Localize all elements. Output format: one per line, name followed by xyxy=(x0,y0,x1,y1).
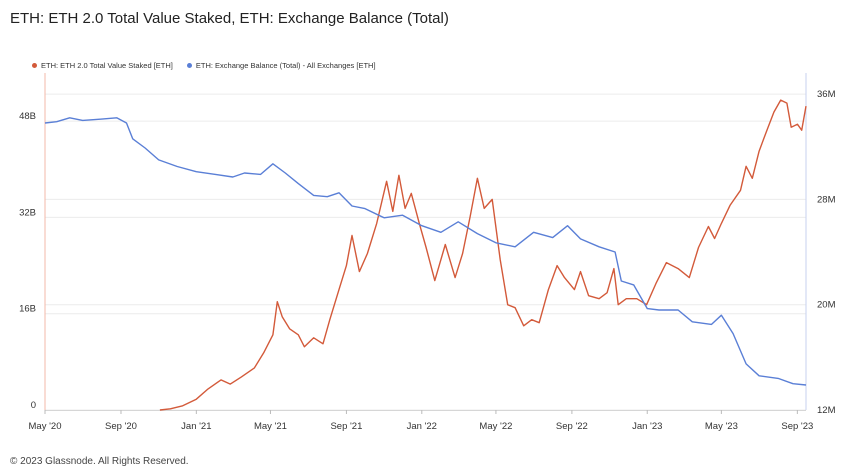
x-tick-label: Sep '22 xyxy=(556,421,588,432)
y-left-tick-label: 32B xyxy=(19,207,36,218)
x-tick-label: Sep '20 xyxy=(105,421,137,432)
x-tick-label: May '21 xyxy=(254,421,287,432)
y-left-tick-label: 0 xyxy=(31,400,36,411)
legend: ETH: ETH 2.0 Total Value Staked [ETH] ET… xyxy=(32,61,376,70)
legend-label-staked: ETH: ETH 2.0 Total Value Staked [ETH] xyxy=(41,61,173,70)
legend-dot-exchange xyxy=(186,63,192,68)
x-tick-label: Jan '22 xyxy=(407,421,437,432)
series-line-exchange xyxy=(44,117,807,386)
legend-dot-staked xyxy=(32,63,37,68)
y-left-tick-label: 16B xyxy=(19,304,36,315)
y-left-tick-label: 48B xyxy=(19,111,36,122)
x-tick-label: May '23 xyxy=(705,421,738,432)
legend-item-exchange[interactable]: ETH: Exchange Balance (Total) - All Exch… xyxy=(186,61,376,70)
x-tick-label: Jan '23 xyxy=(632,421,662,432)
x-tick-label: Sep '21 xyxy=(330,421,362,432)
x-tick-label: Sep '23 xyxy=(781,421,813,432)
series-line-staked xyxy=(159,99,807,411)
x-tick-label: Jan '21 xyxy=(181,421,211,432)
chart-title: ETH: ETH 2.0 Total Value Staked, ETH: Ex… xyxy=(10,10,449,27)
legend-label-exchange: ETH: Exchange Balance (Total) - All Exch… xyxy=(195,61,376,70)
y-right-tick-label: 20M xyxy=(817,300,836,311)
x-tick-label: May '22 xyxy=(479,421,512,432)
y-right-tick-label: 28M xyxy=(817,194,836,205)
legend-item-staked[interactable]: ETH: ETH 2.0 Total Value Staked [ETH] xyxy=(32,61,173,70)
x-tick-label: May '20 xyxy=(29,421,62,432)
y-right-tick-label: 36M xyxy=(817,89,836,100)
y-right-tick-label: 12M xyxy=(817,405,836,416)
copyright-text: © 2023 Glassnode. All Rights Reserved. xyxy=(10,456,189,467)
